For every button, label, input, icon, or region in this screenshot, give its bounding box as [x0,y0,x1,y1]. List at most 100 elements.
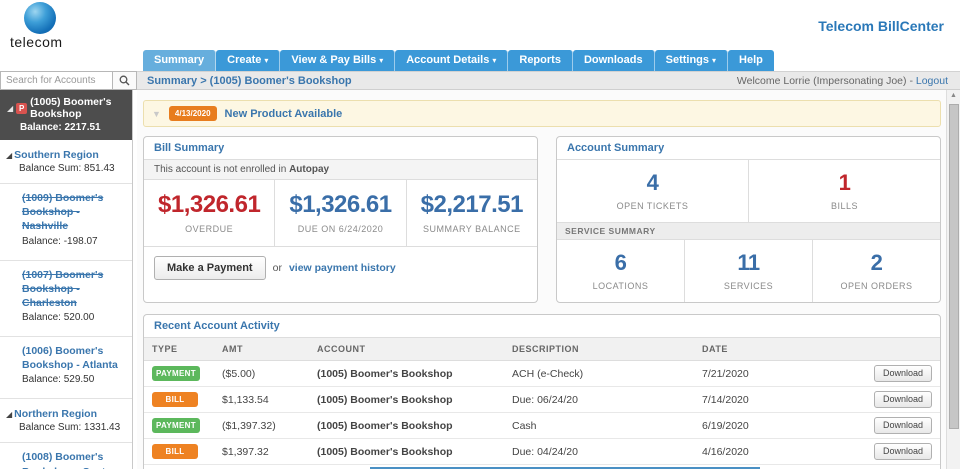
open-orders-count: 2 [870,250,883,275]
logout-link[interactable]: Logout [915,74,948,87]
download-button[interactable]: Download [873,443,932,460]
account-link[interactable]: (1005) Boomer's Bookshop [309,412,504,439]
account-link[interactable]: (1005) Boomer's Bookshop [309,464,504,469]
breadcrumb-bar: Summary > (1005) Boomer's Bookshop Welco… [137,71,960,90]
account-link[interactable]: (1005) Boomer's Bookshop [309,386,504,413]
tree-expand-icon[interactable]: ◢ [6,151,13,160]
recent-activity-card: Recent Account Activity TYPE AMT ACCOUNT… [143,314,941,469]
description-cell: Cash [504,412,694,439]
open-tickets-count: 4 [646,170,659,195]
description-cell: Due: 04/24/20 [504,438,694,465]
notification-message[interactable]: New Product Available [224,107,343,120]
app-title: Telecom BillCenter [818,18,944,34]
account-item-charleston: (1007) Boomer's Bookshop - Charleston Ba… [0,259,132,331]
account-link[interactable]: (1005) Boomer's Bookshop [309,438,504,465]
tab-summary[interactable]: Summary [143,50,217,71]
amt-cell: $1,133.54 [214,386,309,413]
user-bar: Welcome Lorrie (Impersonating Joe) - Log… [737,75,960,87]
locations-label: LOCATIONS [592,281,649,291]
tab-view-pay-bills[interactable]: View & Pay Bills ▾ [280,50,396,71]
tab-reports[interactable]: Reports [508,50,573,71]
tree-expand-icon[interactable]: ◢ [7,103,14,113]
scroll-up-icon[interactable]: ▲ [950,92,957,99]
region-balance-sum: Balance Sum: 851.43 [19,163,115,174]
due-stat: $1,326.61 DUE ON 6/24/2020 [274,180,405,246]
locations-count: 6 [614,250,627,275]
amt-cell: ($5.00) [214,360,309,387]
bills-stat: 1 BILLS [748,160,940,222]
top-header: telecom Telecom BillCenter [0,0,960,50]
overdue-stat: $1,326.61 OVERDUE [144,180,274,246]
bills-label: BILLS [830,201,859,211]
main-nav: Summary Create ▾ View & Pay Bills ▾ Accoun… [143,50,774,71]
locations-stat: 6 LOCATIONS [557,240,684,302]
account-link[interactable]: (1007) Boomer's Bookshop - Charleston [22,268,104,309]
search-input[interactable] [0,71,113,90]
make-payment-button[interactable]: Make a Payment [154,256,266,280]
root-account-item[interactable]: ◢ P (1005) Boomer's Bookshop Balance: 22… [0,90,132,140]
tab-settings[interactable]: Settings ▾ [654,50,729,71]
account-link[interactable]: (1008) Boomer's Bookshop - Santa Barbara [22,451,111,469]
chevron-down-icon: ▾ [264,56,269,65]
account-link[interactable]: (1006) Boomer's Bookshop - Atlanta [22,345,118,372]
banner-collapse-icon[interactable]: ▼ [152,108,161,119]
telecom-logo-icon [24,2,56,34]
overdue-amount: $1,326.61 [158,191,261,218]
tab-downloads[interactable]: Downloads [572,50,655,71]
divider [0,398,132,400]
type-badge: PAYMENT [152,418,200,433]
amt-cell: $1,397.32 [214,438,309,465]
download-button[interactable]: Download [873,391,932,408]
date-cell: 7/21/2020 [694,360,824,387]
page-scrollbar[interactable]: ▲ [946,90,960,469]
account-link[interactable]: (1005) Boomer's Bookshop [309,360,504,387]
root-account-name: (1005) Boomer's Bookshop [30,96,112,120]
date-cell: 6/19/2020 [694,412,824,439]
table-row: PAYMENT ($5.00) (1005) Boomer's Bookshop… [144,360,940,387]
account-link[interactable]: (1009) Boomer's Bookshop - Nashville [22,192,104,233]
search-button[interactable] [113,71,137,90]
tree-expand-icon[interactable]: ◢ [6,410,13,420]
description-cell: Due: 06/24/20 [504,386,694,413]
account-summary-title: Account Summary [557,137,940,160]
welcome-text: Welcome Lorrie (Impersonating Joe) [736,74,907,87]
type-badge: BILL [152,392,198,407]
table-row: BILL $1,397.32 (1005) Boomer's Bookshop … [144,438,940,465]
description-cell: Cash [504,464,694,469]
tab-label: Create [227,54,262,66]
tab-label: Reports [519,54,561,66]
services-count: 11 [737,250,760,275]
payment-history-link[interactable]: view payment history [288,262,396,274]
tab-label: Account Details [406,54,490,66]
tab-account-details[interactable]: Account Details ▾ [395,50,509,71]
notification-date-badge: 4/13/2020 [168,106,217,121]
parent-account-flag-icon: P [16,102,28,114]
overdue-label: OVERDUE [185,224,234,234]
account-balance: Balance: 529.50 [22,374,95,386]
notification-banner: ▼ 4/13/2020 New Product Available [143,100,941,127]
chevron-down-icon: ▾ [379,56,384,65]
download-button[interactable]: Download [873,365,932,382]
tab-create[interactable]: Create ▾ [216,50,281,71]
main-content: ▼ 4/13/2020 New Product Available Bill S… [137,90,946,469]
due-label: DUE ON 6/24/2020 [297,224,384,234]
bills-count: 1 [838,170,851,195]
date-cell: 4/16/2020 [694,438,824,465]
tab-help[interactable]: Help [728,50,774,71]
amt-cell: ($3,760.99) [214,464,309,469]
bill-summary-card: Bill Summary This account is not enrolle… [143,136,538,303]
tab-label: Settings [665,54,710,66]
account-top-stats: 4 OPEN TICKETS 1 BILLS [557,160,940,222]
col-amt: AMT [214,338,309,361]
open-orders-stat: 2 OPEN ORDERS [812,240,940,302]
region-link[interactable]: ◢ Northern Region [6,408,128,420]
services-stat: 11 SERVICES [684,240,812,302]
due-amount: $1,326.61 [289,191,392,218]
open-tickets-stat: 4 OPEN TICKETS [557,160,748,222]
activity-header-row: TYPE AMT ACCOUNT DESCRIPTION DATE [144,338,940,361]
region-link[interactable]: ◢ Southern Region [6,149,128,161]
scrollbar-thumb[interactable] [949,104,959,429]
download-button[interactable]: Download [873,417,932,434]
date-cell: 4/16/2020 [694,464,824,469]
summary-balance-stat: $2,217.51 SUMMARY BALANCE [405,180,537,246]
